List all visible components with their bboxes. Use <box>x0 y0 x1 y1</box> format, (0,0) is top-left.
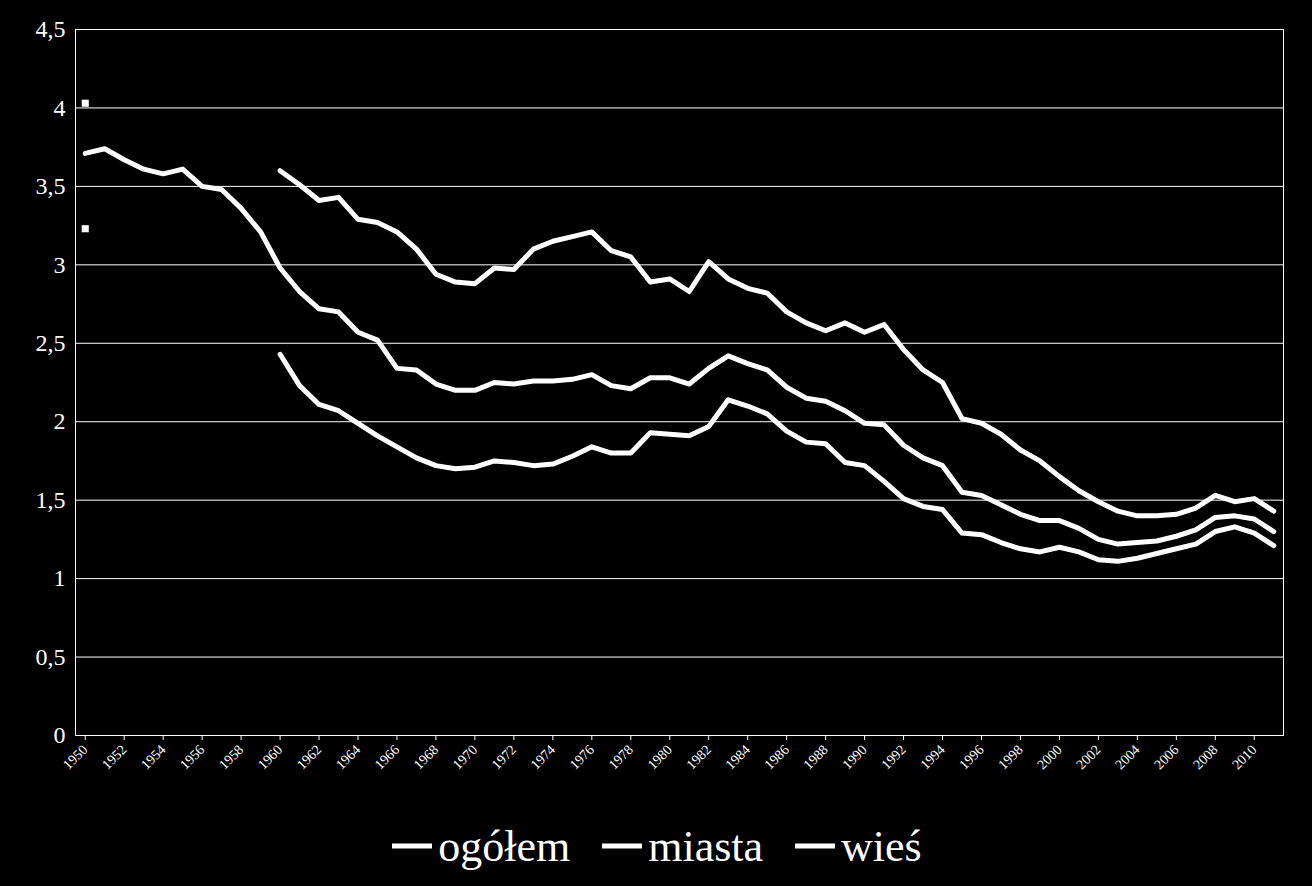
svg-text:1998: 1998 <box>995 742 1025 772</box>
svg-text:1952: 1952 <box>99 742 129 772</box>
svg-text:1956: 1956 <box>177 742 207 772</box>
svg-text:1960: 1960 <box>255 742 285 772</box>
svg-text:1992: 1992 <box>878 742 908 772</box>
svg-text:2004: 2004 <box>1112 742 1142 772</box>
svg-text:4,5: 4,5 <box>36 16 66 42</box>
svg-text:1988: 1988 <box>801 742 831 772</box>
svg-text:1962: 1962 <box>294 742 324 772</box>
svg-text:1954: 1954 <box>138 742 168 772</box>
svg-text:1996: 1996 <box>956 742 986 772</box>
html-text:miasta: miasta <box>648 821 764 871</box>
svg-text:1990: 1990 <box>839 742 869 772</box>
svg-text:1972: 1972 <box>489 742 519 772</box>
svg-text:1994: 1994 <box>917 742 947 772</box>
svg-text:2000: 2000 <box>1034 742 1064 772</box>
svg-text:1968: 1968 <box>411 742 441 772</box>
svg-text:1980: 1980 <box>645 742 675 772</box>
svg-text:1984: 1984 <box>723 742 753 772</box>
svg-text:2010: 2010 <box>1229 742 1259 772</box>
html-text:wieś: wieś <box>841 821 922 871</box>
svg-text:4: 4 <box>54 95 66 121</box>
svg-text:1,5: 1,5 <box>36 487 66 513</box>
svg-text:1982: 1982 <box>684 742 714 772</box>
html-text:ogółem: ogółem <box>438 821 571 871</box>
svg-text:2002: 2002 <box>1073 742 1103 772</box>
svg-text:2: 2 <box>54 408 66 434</box>
svg-text:1964: 1964 <box>333 742 363 772</box>
svg-text:1976: 1976 <box>567 742 597 772</box>
svg-text:1950: 1950 <box>60 742 90 772</box>
svg-text:0: 0 <box>54 722 66 748</box>
svg-text:1966: 1966 <box>372 742 402 772</box>
svg-text:3,5: 3,5 <box>36 173 66 199</box>
svg-text:1970: 1970 <box>450 742 480 772</box>
svg-text:1958: 1958 <box>216 742 246 772</box>
svg-text:2,5: 2,5 <box>36 330 66 356</box>
svg-text:1978: 1978 <box>606 742 636 772</box>
svg-text:1986: 1986 <box>762 742 792 772</box>
svg-text:1974: 1974 <box>528 742 558 772</box>
svg-text:2008: 2008 <box>1190 742 1220 772</box>
svg-text:3: 3 <box>54 252 66 278</box>
svg-text:1: 1 <box>54 565 66 591</box>
svg-text:0,5: 0,5 <box>36 644 66 670</box>
svg-text:2006: 2006 <box>1151 742 1181 772</box>
